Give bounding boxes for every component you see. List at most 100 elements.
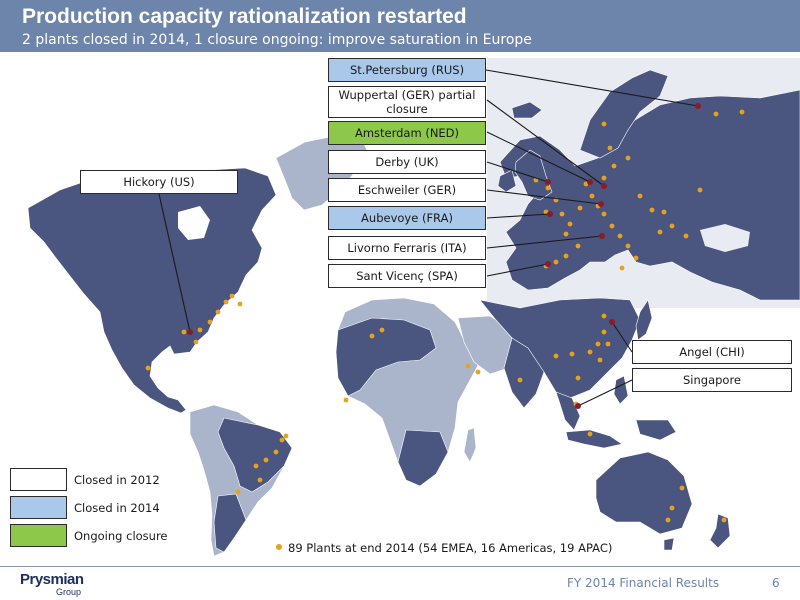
plant-dot — [601, 329, 607, 335]
connector-amsterdam — [486, 131, 591, 183]
plant-dot — [577, 205, 583, 211]
plant-dot — [563, 231, 569, 237]
plant-dot — [197, 327, 203, 333]
connector-singapore — [577, 379, 633, 407]
se-asia — [555, 391, 581, 431]
plant-dot — [669, 505, 675, 511]
plant-dot — [465, 363, 471, 369]
connector-derby — [486, 161, 549, 183]
plant-dot — [145, 365, 151, 371]
uk — [514, 149, 553, 201]
plant-dot — [223, 299, 229, 305]
plant-dot — [263, 457, 269, 463]
indonesia — [565, 429, 623, 449]
plants-count-text: 89 Plants at end 2014 (54 EMEA, 16 Ameri… — [288, 541, 613, 555]
plant-dot — [193, 339, 199, 345]
legend-swatch-closed-2014 — [10, 496, 67, 519]
brazil — [217, 417, 293, 493]
plant-dot — [343, 397, 349, 403]
plant-dot — [215, 309, 221, 315]
marker-wuppertal — [601, 183, 607, 189]
plant-dot — [273, 449, 279, 455]
legend-swatch-ongoing — [10, 524, 67, 547]
plant-dot — [617, 233, 623, 239]
plant-dot — [181, 329, 187, 335]
connector-lines — [158, 69, 699, 407]
ireland — [497, 169, 517, 193]
plant-dot — [679, 485, 685, 491]
closure-markers — [187, 103, 701, 409]
connector-st-petersburg — [485, 69, 699, 107]
label-livorno-ferraris: Livorno Ferraris (ITA) — [328, 236, 486, 260]
legend-label-closed-2014: Closed in 2014 — [74, 501, 160, 515]
plant-dot — [575, 375, 581, 381]
label-st-petersburg: St.Petersburg (RUS) — [328, 58, 486, 82]
madagascar — [463, 427, 477, 463]
north-america — [27, 167, 277, 414]
plant-dot — [597, 357, 603, 363]
marker-singapore — [575, 403, 581, 409]
plant-dot — [475, 369, 481, 375]
plant-dot — [379, 327, 385, 333]
plant-dot — [649, 207, 655, 213]
plant-dot — [665, 517, 671, 523]
plant-dot — [669, 223, 675, 229]
legend-swatch-closed-2012 — [10, 468, 67, 491]
argentina — [213, 493, 247, 553]
plant-dot — [601, 313, 607, 319]
continents — [27, 69, 800, 557]
marker-hickory — [187, 329, 193, 335]
plant-dot — [721, 517, 727, 523]
plant-dot — [559, 211, 565, 217]
hudson-bay — [178, 206, 210, 240]
connector-wuppertal — [486, 99, 605, 187]
plant-dot — [619, 265, 625, 271]
label-eschweiler: Eschweiler (GER) — [328, 178, 486, 202]
new-guinea — [635, 419, 677, 441]
plant-dot — [683, 233, 689, 239]
plant-dot — [545, 185, 551, 191]
marker-angel — [609, 319, 615, 325]
plant-dot — [657, 229, 663, 235]
plant-dot — [517, 377, 523, 383]
marker-sant-vicenc — [545, 261, 551, 267]
connector-livorno — [486, 235, 603, 249]
plant-dot — [601, 175, 607, 181]
plant-dot — [637, 193, 643, 199]
west-africa — [335, 317, 437, 397]
plant-dot — [595, 341, 601, 347]
plant-dot — [553, 259, 559, 265]
title-bar: Production capacity rationalization rest… — [0, 0, 800, 52]
plant-dot — [235, 489, 241, 495]
marker-amsterdam — [587, 179, 593, 185]
marker-derby — [545, 179, 551, 185]
label-sant-vicenc: Sant Vicenç (SPA) — [328, 264, 486, 288]
plant-dot — [661, 209, 667, 215]
marker-eschweiler — [598, 201, 604, 207]
iceland — [511, 101, 543, 119]
southern-africa — [397, 429, 449, 487]
india — [503, 337, 545, 409]
plant-dot — [607, 145, 613, 151]
label-derby: Derby (UK) — [328, 150, 486, 174]
plant-dot — [283, 433, 289, 439]
plant-dot — [589, 193, 595, 199]
new-zealand — [709, 513, 731, 549]
footer-divider — [0, 566, 800, 567]
label-wuppertal: Wuppertal (GER) partial closure — [328, 86, 486, 118]
plants-count-note: 89 Plants at end 2014 (54 EMEA, 16 Ameri… — [276, 541, 612, 555]
plant-dot — [567, 221, 573, 227]
plant-dot — [369, 333, 375, 339]
black-sea — [700, 224, 750, 252]
footer-report-title: FY 2014 Financial Results — [567, 576, 720, 590]
plant-dot — [279, 437, 285, 443]
plant-dot — [601, 121, 607, 127]
legend-label-ongoing: Ongoing closure — [74, 529, 168, 543]
connector-aubevoye — [486, 213, 551, 219]
label-angel: Angel (CHI) — [632, 340, 792, 364]
scandinavia — [579, 69, 669, 159]
label-aubevoye: Aubevoye (FRA) — [328, 206, 486, 230]
japan — [635, 299, 653, 341]
plant-dot — [605, 341, 611, 347]
plant-dot — [587, 349, 593, 355]
